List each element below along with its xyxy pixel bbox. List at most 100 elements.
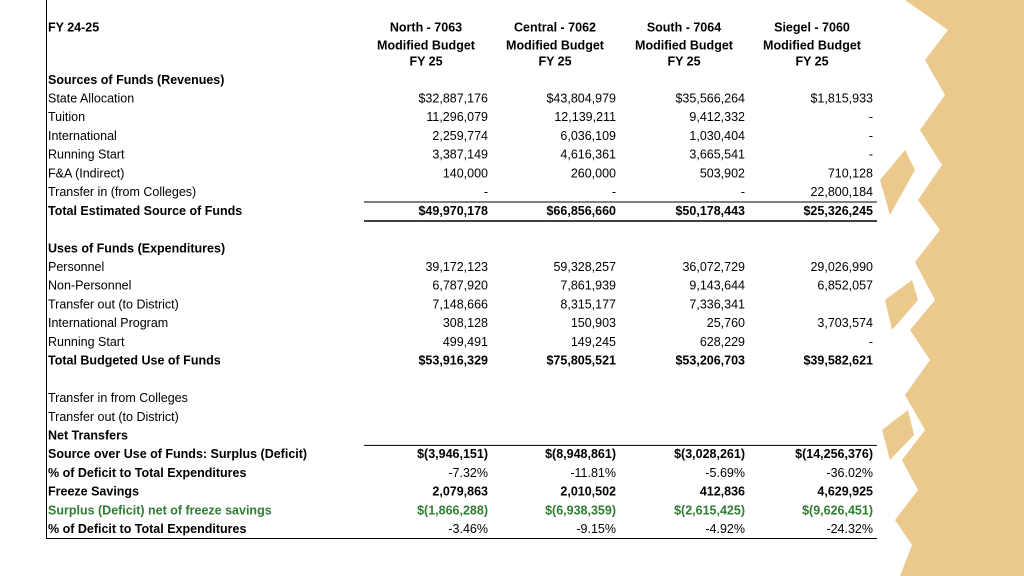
cell-value: 11,296,079 bbox=[426, 110, 488, 124]
column-subheader: FY 25 bbox=[667, 54, 700, 68]
column-header: Central - 7062 bbox=[514, 20, 596, 34]
row-label: % of Deficit to Total Expenditures bbox=[48, 466, 246, 480]
cell-value: $35,566,264 bbox=[675, 92, 745, 106]
cell-value: 1,030,404 bbox=[689, 129, 745, 143]
cell-value: 8,315,177 bbox=[560, 297, 616, 311]
column-subheader: Modified Budget bbox=[377, 38, 476, 52]
cell-value: 150,903 bbox=[571, 316, 616, 330]
row-label: % of Deficit to Total Expenditures bbox=[48, 522, 246, 536]
cell-value: $(2,615,425) bbox=[674, 503, 745, 517]
cell-value: 140,000 bbox=[443, 166, 488, 180]
cell-value: $49,970,178 bbox=[418, 204, 488, 218]
column-subheader: FY 25 bbox=[409, 54, 442, 68]
cell-value: 2,079,863 bbox=[432, 485, 488, 499]
cell-value: 149,245 bbox=[571, 335, 616, 349]
brush-streak bbox=[880, 150, 918, 460]
cell-value: -9.15% bbox=[576, 522, 616, 536]
cell-value: 7,861,939 bbox=[560, 279, 616, 293]
cell-value: 9,143,644 bbox=[689, 279, 745, 293]
cell-value: -11.81% bbox=[570, 466, 616, 480]
column-subheader: Modified Budget bbox=[506, 38, 605, 52]
cell-value: $(9,626,451) bbox=[802, 503, 873, 517]
cell-value: 308,128 bbox=[443, 316, 488, 330]
cell-value: $32,887,176 bbox=[418, 92, 488, 106]
cell-value: - bbox=[741, 185, 745, 199]
cell-value: -3.46% bbox=[448, 522, 488, 536]
cell-value: -7.32% bbox=[448, 466, 488, 480]
row-label: Source over Use of Funds: Surplus (Defic… bbox=[48, 447, 307, 461]
cell-value: 412,836 bbox=[700, 485, 745, 499]
cell-value: 4,629,925 bbox=[817, 485, 873, 499]
row-label: Transfer out (to District) bbox=[48, 410, 179, 424]
cell-value: 628,229 bbox=[700, 335, 745, 349]
column-subheader: FY 25 bbox=[538, 54, 571, 68]
cell-value: 6,852,057 bbox=[817, 279, 873, 293]
cell-value: 59,328,257 bbox=[553, 260, 616, 274]
cell-value: 6,036,109 bbox=[560, 129, 616, 143]
row-label: Transfer in from Colleges bbox=[48, 391, 188, 405]
column-subheader: Modified Budget bbox=[635, 38, 734, 52]
cell-value: 503,902 bbox=[700, 166, 745, 180]
cell-value: $(3,946,151) bbox=[417, 447, 488, 461]
row-label: Sources of Funds (Revenues) bbox=[48, 73, 224, 87]
cell-value: $25,326,245 bbox=[803, 204, 873, 218]
cell-value: 25,760 bbox=[707, 316, 745, 330]
row-label: Transfer in (from Colleges) bbox=[48, 185, 196, 199]
column-header: Siegel - 7060 bbox=[774, 20, 850, 34]
cell-value: 2,010,502 bbox=[560, 485, 616, 499]
cell-value: - bbox=[869, 148, 873, 162]
row-label: Transfer out (to District) bbox=[48, 297, 179, 311]
cell-value: 36,072,729 bbox=[682, 260, 745, 274]
cell-value: 2,259,774 bbox=[432, 129, 488, 143]
cell-value: - bbox=[869, 129, 873, 143]
cell-value: 4,616,361 bbox=[560, 148, 616, 162]
cell-value: 9,412,332 bbox=[689, 110, 745, 124]
cell-value: $66,856,660 bbox=[546, 204, 616, 218]
cell-value: - bbox=[869, 110, 873, 124]
brush-decoration bbox=[895, 0, 1024, 576]
cell-value: - bbox=[869, 335, 873, 349]
cell-value: 3,703,574 bbox=[817, 316, 873, 330]
row-label: Uses of Funds (Expenditures) bbox=[48, 241, 225, 255]
row-label: Surplus (Deficit) net of freeze savings bbox=[48, 503, 272, 517]
cell-value: 3,665,541 bbox=[689, 148, 745, 162]
cell-value: 39,172,123 bbox=[425, 260, 488, 274]
cell-value: $43,804,979 bbox=[546, 92, 616, 106]
cell-value: 260,000 bbox=[571, 166, 616, 180]
row-label: International Program bbox=[48, 316, 168, 330]
row-label: State Allocation bbox=[48, 92, 134, 106]
cell-value: 29,026,990 bbox=[810, 260, 873, 274]
cell-value: 22,800,184 bbox=[810, 185, 873, 199]
column-header: South - 7064 bbox=[647, 20, 721, 34]
row-label: Total Estimated Source of Funds bbox=[48, 204, 242, 218]
cell-value: $(3,028,261) bbox=[674, 447, 745, 461]
cell-value: -5.69% bbox=[705, 466, 745, 480]
cell-value: 12,139,211 bbox=[554, 110, 616, 124]
row-label: Total Budgeted Use of Funds bbox=[48, 354, 221, 368]
cell-value: 7,148,666 bbox=[432, 297, 488, 311]
cell-value: 710,128 bbox=[828, 166, 873, 180]
cell-value: -4.92% bbox=[705, 522, 745, 536]
cell-value: $53,206,703 bbox=[675, 354, 745, 368]
cell-value: $39,582,621 bbox=[803, 354, 873, 368]
cell-value: $75,805,521 bbox=[546, 354, 616, 368]
row-label: Running Start bbox=[48, 148, 125, 162]
cell-value: $53,916,329 bbox=[418, 354, 488, 368]
cell-value: -36.02% bbox=[826, 466, 873, 480]
row-label: F&A (Indirect) bbox=[48, 166, 124, 180]
cell-value: 7,336,341 bbox=[689, 297, 745, 311]
cell-value: $1,815,933 bbox=[810, 92, 873, 106]
cell-value: $(6,938,359) bbox=[545, 503, 616, 517]
cell-value: $(8,948,861) bbox=[545, 447, 616, 461]
cell-value: $50,178,443 bbox=[675, 204, 745, 218]
row-label: Personnel bbox=[48, 260, 104, 274]
cell-value: 499,491 bbox=[443, 335, 488, 349]
row-label: Freeze Savings bbox=[48, 485, 139, 499]
row-label: Non-Personnel bbox=[48, 279, 131, 293]
cell-value: - bbox=[612, 185, 616, 199]
row-label: Tuition bbox=[48, 110, 85, 124]
row-label: Running Start bbox=[48, 335, 125, 349]
column-subheader: FY 25 bbox=[795, 54, 828, 68]
row-label: Net Transfers bbox=[48, 428, 128, 442]
